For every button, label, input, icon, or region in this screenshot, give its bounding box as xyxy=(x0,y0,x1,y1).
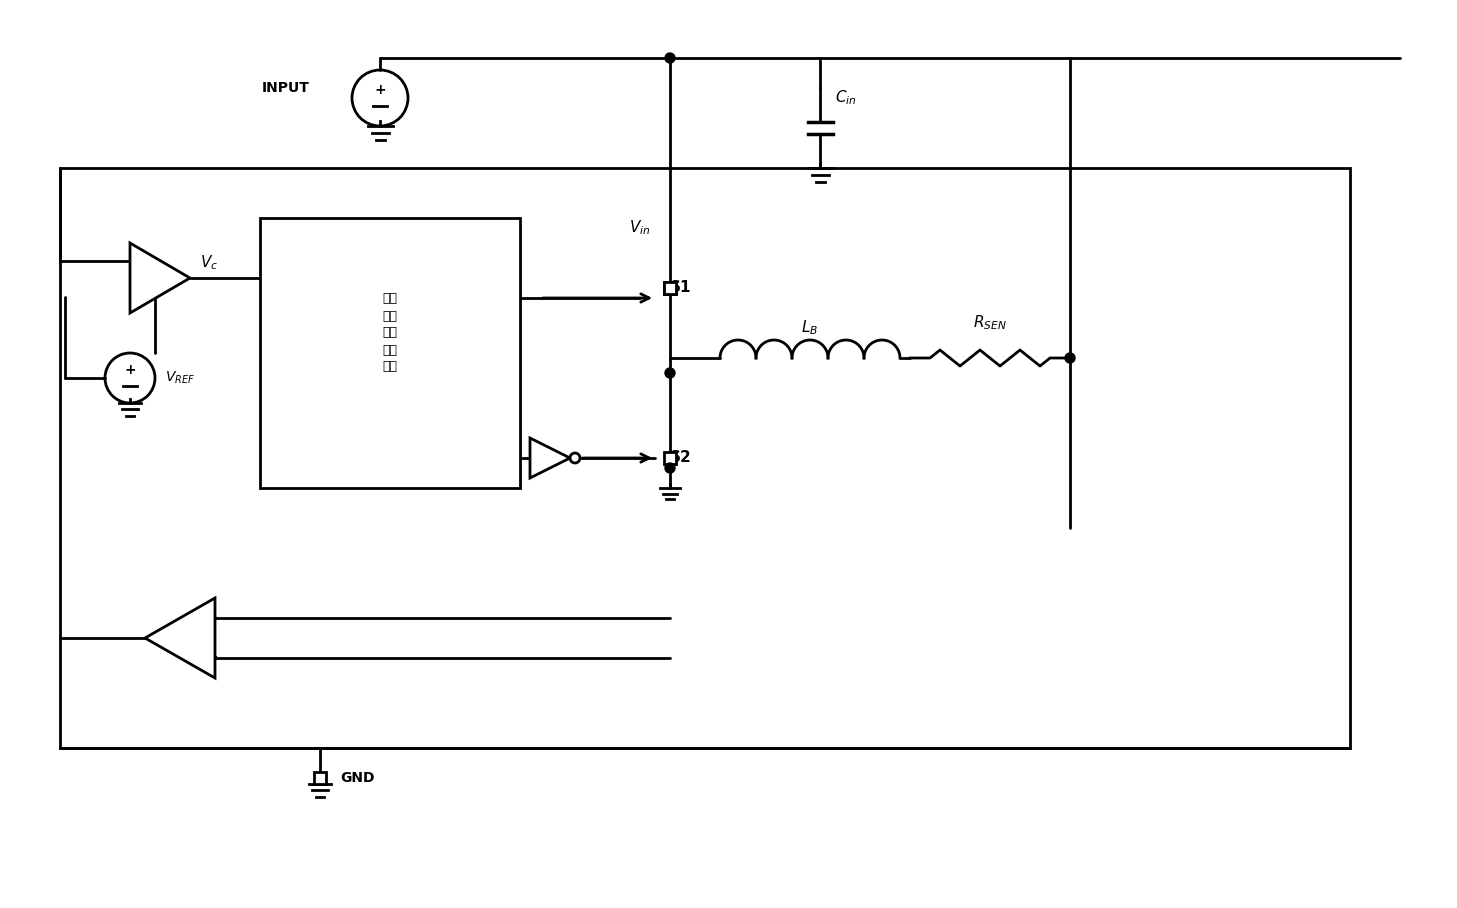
Text: +: + xyxy=(134,288,147,303)
Text: $C_{in}$: $C_{in}$ xyxy=(835,89,857,107)
Text: 开关
控制
信号
生成
电路: 开关 控制 信号 生成 电路 xyxy=(383,292,398,373)
Bar xyxy=(664,282,676,294)
Text: EA: EA xyxy=(146,271,165,284)
Circle shape xyxy=(1065,353,1075,363)
Circle shape xyxy=(664,53,675,63)
Bar xyxy=(664,282,676,294)
Text: −: − xyxy=(205,610,217,626)
Text: $V_{REF}$: $V_{REF}$ xyxy=(165,370,195,386)
Bar xyxy=(664,452,676,464)
Bar xyxy=(315,772,326,784)
Text: A1: A1 xyxy=(173,631,194,645)
Text: GND: GND xyxy=(339,771,374,785)
Bar xyxy=(60,168,1351,748)
Text: $V_{in}$: $V_{in}$ xyxy=(629,219,651,237)
Polygon shape xyxy=(530,438,570,478)
Polygon shape xyxy=(130,243,189,313)
Text: +: + xyxy=(374,83,386,97)
Text: S1: S1 xyxy=(670,281,692,295)
Text: $R_{SEN}$: $R_{SEN}$ xyxy=(973,313,1007,332)
Text: −: − xyxy=(134,253,147,268)
Text: +: + xyxy=(124,363,136,377)
Text: $V_c$: $V_c$ xyxy=(200,253,219,272)
Polygon shape xyxy=(146,598,216,678)
Text: +: + xyxy=(205,650,217,666)
Text: S2: S2 xyxy=(670,450,692,466)
Text: INPUT: INPUT xyxy=(262,81,310,95)
Circle shape xyxy=(664,463,675,473)
Circle shape xyxy=(664,368,675,378)
Bar xyxy=(259,218,520,488)
Text: $L_B$: $L_B$ xyxy=(801,319,819,338)
Circle shape xyxy=(570,453,580,463)
